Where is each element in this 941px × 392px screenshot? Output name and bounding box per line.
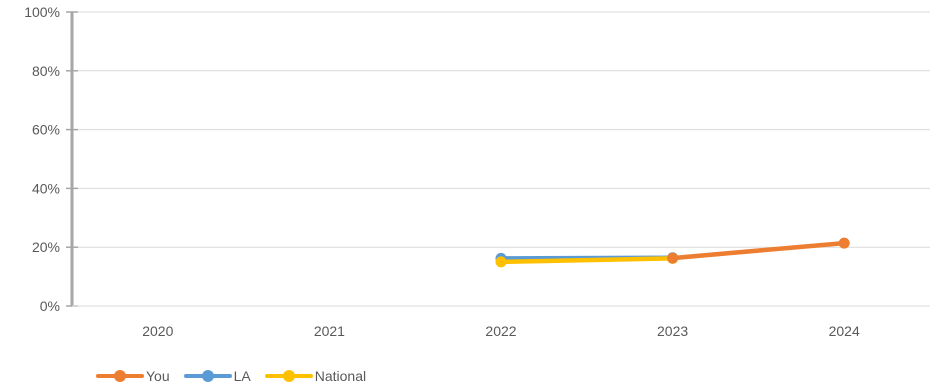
y-tick-label: 0% xyxy=(40,298,60,314)
y-tick-label: 60% xyxy=(32,122,60,138)
legend-swatch-you xyxy=(96,366,144,386)
legend-swatch-la xyxy=(183,366,232,386)
y-tick-label: 100% xyxy=(24,4,60,20)
x-tick-label: 2021 xyxy=(314,323,345,339)
x-tick-label: 2023 xyxy=(657,323,688,339)
legend-item-la[interactable]: LA xyxy=(183,366,251,386)
y-tick-labels: 0% 20% 40% 60% 80% 100% xyxy=(24,4,60,314)
legend-item-you[interactable]: You xyxy=(96,366,170,386)
y-tick-label: 80% xyxy=(32,63,60,79)
data-point-you[interactable] xyxy=(838,237,850,249)
series-line-national xyxy=(498,256,675,265)
legend-swatch-national xyxy=(264,366,313,386)
grid-lines xyxy=(72,11,930,248)
legend: You LA National xyxy=(96,366,380,386)
axes xyxy=(66,11,930,307)
x-tick-labels: 2020 2021 2022 2023 2024 xyxy=(142,323,860,339)
x-tick-label: 2022 xyxy=(485,323,516,339)
y-tick-label: 40% xyxy=(32,180,60,196)
y-tick-label: 20% xyxy=(32,239,60,255)
legend-label-la: LA xyxy=(233,368,251,384)
legend-item-national[interactable]: National xyxy=(264,366,367,386)
x-tick-label: 2024 xyxy=(829,323,860,339)
series-layer xyxy=(495,237,850,268)
data-point-you[interactable] xyxy=(667,252,679,264)
data-point-national[interactable] xyxy=(495,256,507,268)
legend-label-national: National xyxy=(314,368,367,384)
x-tick-label: 2020 xyxy=(142,323,173,339)
series-line-you xyxy=(670,240,847,261)
legend-label-you: You xyxy=(146,368,170,384)
